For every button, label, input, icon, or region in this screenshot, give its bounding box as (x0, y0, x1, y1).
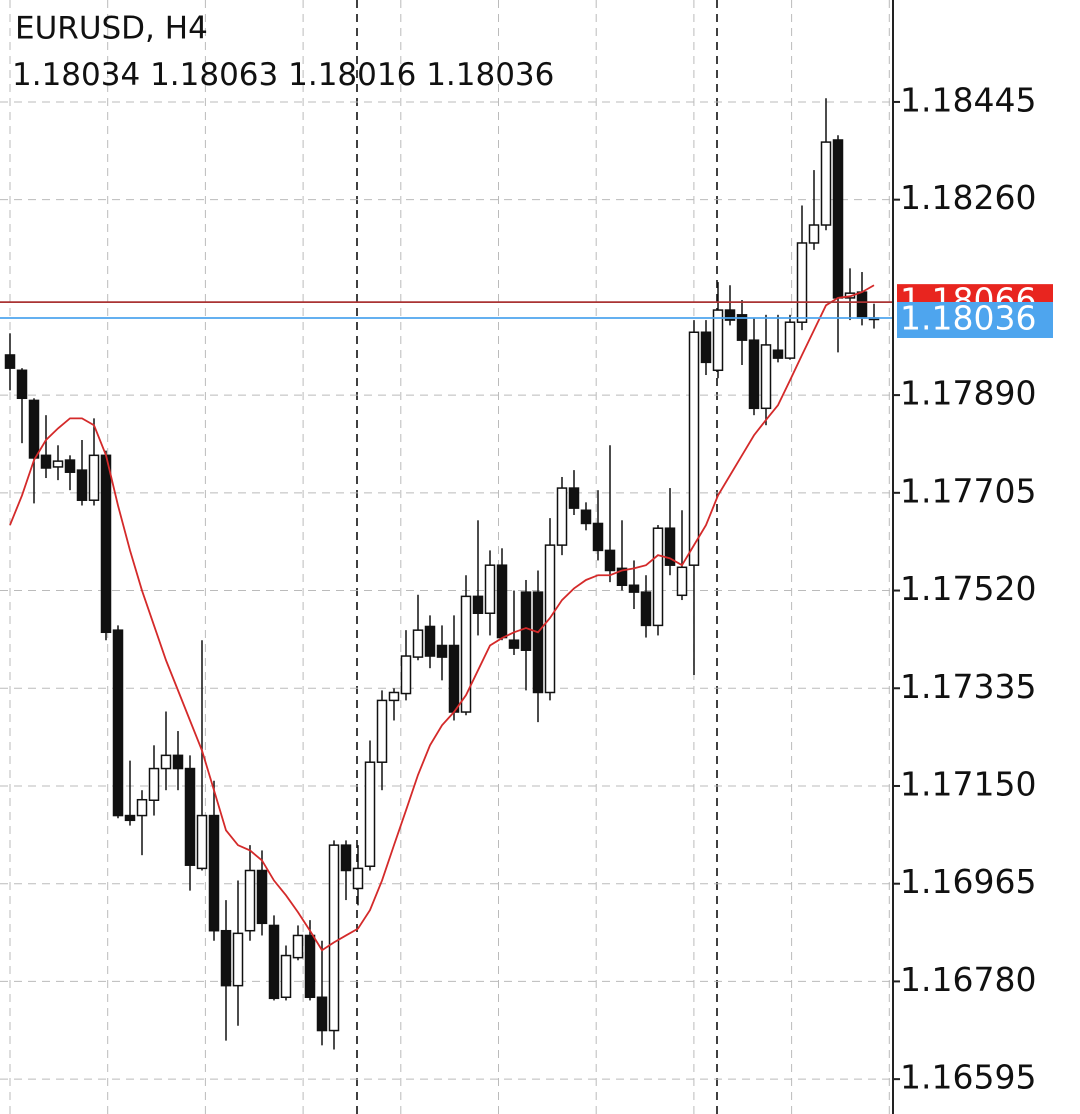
candle-body (712, 309, 724, 372)
grid (0, 0, 893, 1114)
candle-body (628, 584, 640, 593)
candle-body (676, 566, 688, 597)
low-value: 1.18016 (288, 57, 416, 93)
moving-average (9, 284, 875, 952)
candle-body (100, 454, 112, 634)
candle-body (88, 454, 100, 501)
open-value: 1.18034 (12, 57, 140, 93)
candle-body (400, 655, 412, 695)
y-tick-label: 1.17890 (900, 374, 1036, 413)
y-tick-label: 1.18445 (900, 80, 1036, 119)
axis-labels: 1.18445 1.18260 1.17890 1.17705 1.17520 1.173… (893, 80, 1053, 1097)
candle-body (244, 869, 256, 932)
candle-body (820, 141, 832, 226)
candle-body (736, 314, 748, 341)
chart-title: EURUSD, H4 (15, 11, 208, 47)
plot-area (0, 98, 893, 1050)
bid-label-box (897, 301, 1053, 338)
bid-label: 1.18036 (900, 298, 1036, 337)
candle-body (748, 339, 760, 410)
candle-body (76, 469, 88, 501)
ohlc-header: 1.18034 1.18063 1.18016 1.18036 (12, 57, 554, 93)
candle-body (796, 242, 808, 323)
candle-body (256, 869, 268, 925)
y-tick-label: 1.17520 (900, 569, 1036, 608)
candle-body (484, 564, 496, 615)
candle-body (496, 564, 508, 639)
candle-body (136, 798, 148, 817)
candle-body (436, 644, 448, 658)
candle-body (64, 459, 76, 473)
candle-body (208, 814, 220, 932)
candle-body (280, 954, 292, 999)
candle-body (688, 331, 700, 566)
candle-body (148, 767, 160, 801)
candle-body (520, 591, 532, 651)
candle-body (316, 996, 328, 1032)
candle-body (568, 487, 580, 509)
candle-body (808, 224, 820, 244)
candle-body (556, 487, 568, 546)
candle-body (664, 527, 676, 566)
candle-body (784, 321, 796, 359)
candle-body (580, 509, 592, 525)
candle-body (52, 460, 64, 468)
candle-body (832, 139, 844, 299)
y-tick-label: 1.18260 (900, 178, 1036, 217)
candle-body (412, 629, 424, 658)
y-tick-label: 1.16780 (900, 960, 1036, 999)
candle-body (652, 527, 664, 627)
candle-body (388, 691, 400, 702)
candle-body (40, 454, 52, 469)
candle-body (184, 767, 196, 866)
candle-body (616, 567, 628, 587)
candle-body (604, 549, 616, 572)
candle-body (532, 591, 544, 694)
close-value: 1.18036 (426, 57, 554, 93)
candle-body (28, 399, 40, 459)
candle-body (364, 761, 376, 868)
y-tick-label: 1.16595 (900, 1058, 1036, 1097)
candle-body (124, 814, 136, 822)
candle-body (760, 344, 772, 410)
candle-body (4, 354, 16, 369)
candle-body (640, 591, 652, 627)
candle-body (856, 291, 868, 319)
high-value: 1.18063 (150, 57, 278, 93)
candle-body (472, 595, 484, 615)
y-tick-label: 1.16965 (900, 862, 1036, 901)
candle-body (376, 699, 388, 763)
candle-body (508, 639, 520, 649)
candle-body (160, 754, 172, 770)
candle-body (16, 369, 28, 400)
y-tick-label: 1.17705 (900, 471, 1036, 510)
y-tick-label: 1.17335 (900, 667, 1036, 706)
candle-body (220, 929, 232, 987)
candle-body (232, 932, 244, 987)
candle-body (196, 814, 208, 870)
candle-body (292, 934, 304, 959)
candle-body (724, 309, 736, 321)
candle-body (772, 349, 784, 359)
candle-body (352, 867, 364, 890)
candle-body (592, 522, 604, 552)
candle-body (304, 934, 316, 999)
candle-body (460, 595, 472, 713)
candle-body (340, 844, 352, 872)
candle-body (448, 644, 460, 713)
candle-body (268, 924, 280, 1000)
candle-body (112, 629, 124, 817)
candle-body (328, 844, 340, 1032)
candle-body (700, 331, 712, 364)
candle-body (172, 754, 184, 770)
y-tick-label: 1.17150 (900, 764, 1036, 803)
candle-body (424, 625, 436, 657)
